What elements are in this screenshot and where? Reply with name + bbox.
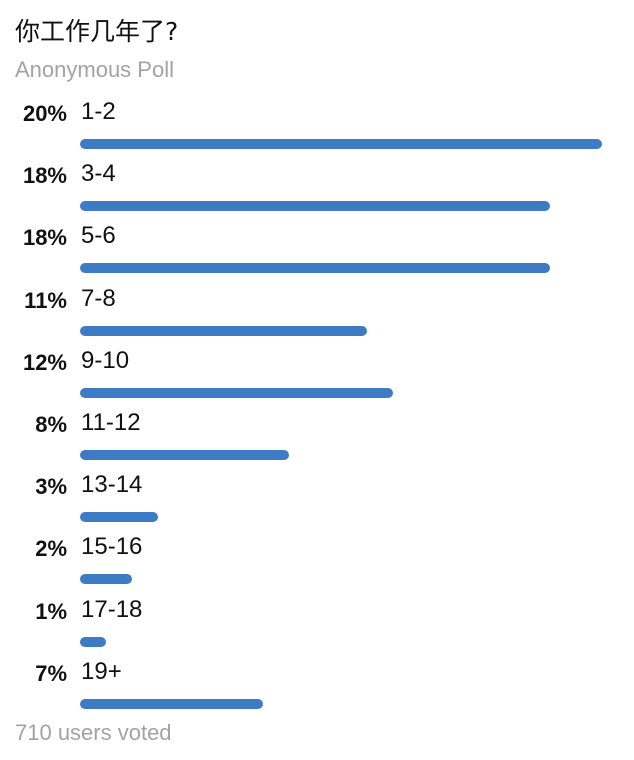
- poll-option-17-18[interactable]: 1% 17-18: [0, 592, 634, 654]
- poll-options: 20% 1-2 18% 3-4 18% 5-6 11% 7-8 12% 9-10…: [0, 94, 634, 716]
- option-bar-track: [80, 201, 602, 212]
- option-percent: 8%: [35, 411, 67, 437]
- option-label: 19+: [81, 657, 122, 685]
- poll-option-5-6[interactable]: 18% 5-6: [0, 218, 634, 280]
- poll-option-3-4[interactable]: 18% 3-4: [0, 156, 634, 218]
- option-percent: 20%: [22, 101, 67, 126]
- option-percent: 18%: [22, 163, 67, 189]
- option-percent: 18%: [22, 225, 67, 251]
- option-result-bar: [80, 201, 550, 212]
- option-percent: 11%: [24, 287, 67, 313]
- option-bar-track: [80, 387, 602, 398]
- option-percent: 3%: [35, 474, 67, 500]
- poll-option-1-2[interactable]: 20% 1-2: [0, 94, 634, 156]
- option-bar-track: [80, 325, 602, 336]
- option-label: 17-18: [81, 595, 143, 623]
- option-label: 13-14: [81, 471, 143, 499]
- poll-option-7-8[interactable]: 11% 7-8: [0, 281, 634, 343]
- option-percent: 7%: [35, 660, 67, 686]
- option-label: 11-12: [81, 408, 141, 436]
- option-bar-track: [80, 449, 602, 460]
- option-label: 5-6: [81, 222, 116, 250]
- option-percent: 1%: [35, 598, 67, 624]
- option-bar-track: [80, 574, 602, 585]
- option-bar-track: [80, 698, 602, 709]
- poll-question: 你工作几年了?: [15, 17, 179, 46]
- option-result-bar: [80, 449, 289, 460]
- option-result-bar: [80, 387, 394, 398]
- option-label: 9-10: [81, 346, 130, 374]
- vote-count: 710 users voted: [15, 720, 172, 745]
- option-label: 1-2: [81, 98, 116, 125]
- poll-option-19-plus[interactable]: 7% 19+: [0, 654, 634, 716]
- option-bar-track: [80, 512, 602, 523]
- option-label: 15-16: [81, 533, 143, 561]
- option-result-bar: [80, 574, 133, 585]
- option-percent: 12%: [22, 349, 67, 375]
- option-percent: 2%: [35, 536, 67, 562]
- option-result-bar: [80, 512, 159, 523]
- poll-option-15-16[interactable]: 2% 15-16: [0, 529, 634, 591]
- poll-option-13-14[interactable]: 3% 13-14: [0, 467, 634, 529]
- option-result-bar: [80, 698, 263, 709]
- option-bar-track: [80, 263, 602, 274]
- option-result-bar: [80, 325, 368, 336]
- option-result-bar: [80, 636, 107, 647]
- option-label: 3-4: [81, 160, 116, 188]
- option-result-bar: [80, 263, 550, 274]
- option-result-bar: [80, 139, 602, 149]
- option-label: 7-8: [81, 284, 116, 312]
- option-bar-track: [80, 139, 602, 149]
- option-bar-track: [80, 636, 602, 647]
- poll-option-11-12[interactable]: 8% 11-12: [0, 405, 634, 467]
- poll-option-9-10[interactable]: 12% 9-10: [0, 343, 634, 405]
- poll-type-label: Anonymous Poll: [15, 57, 174, 82]
